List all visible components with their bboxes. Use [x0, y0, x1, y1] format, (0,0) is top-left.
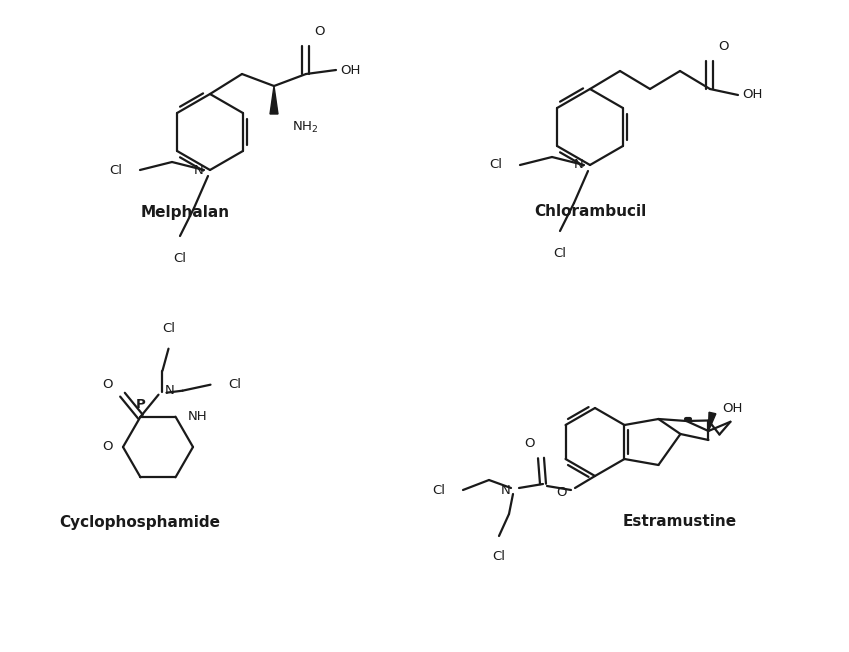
Text: O: O	[314, 25, 324, 38]
Text: Cyclophosphamide: Cyclophosphamide	[59, 514, 221, 529]
Text: Cl: Cl	[489, 158, 502, 171]
Text: Cl: Cl	[554, 247, 566, 260]
Polygon shape	[708, 412, 716, 431]
Text: Cl: Cl	[432, 484, 445, 497]
Text: OH: OH	[722, 402, 743, 415]
Text: O: O	[556, 486, 567, 499]
Text: Melphalan: Melphalan	[140, 205, 229, 220]
Text: OH: OH	[742, 89, 762, 102]
Text: N: N	[501, 484, 511, 497]
Text: P: P	[136, 398, 145, 411]
Text: NH: NH	[188, 410, 207, 423]
Text: N: N	[574, 158, 584, 171]
Polygon shape	[270, 86, 278, 114]
Text: Cl: Cl	[162, 321, 175, 334]
Text: O: O	[718, 40, 728, 53]
Text: Cl: Cl	[228, 378, 241, 391]
Text: Cl: Cl	[109, 164, 122, 177]
Text: Estramustine: Estramustine	[623, 514, 737, 529]
Text: N: N	[194, 164, 204, 177]
Text: Cl: Cl	[492, 550, 505, 563]
Text: O: O	[103, 441, 113, 454]
Text: NH$_2$: NH$_2$	[292, 120, 318, 135]
Text: O: O	[525, 437, 535, 450]
Text: N: N	[165, 384, 174, 397]
Text: O: O	[102, 378, 113, 391]
Text: Cl: Cl	[173, 252, 187, 265]
Text: OH: OH	[340, 63, 360, 76]
Text: Chlorambucil: Chlorambucil	[534, 205, 646, 220]
